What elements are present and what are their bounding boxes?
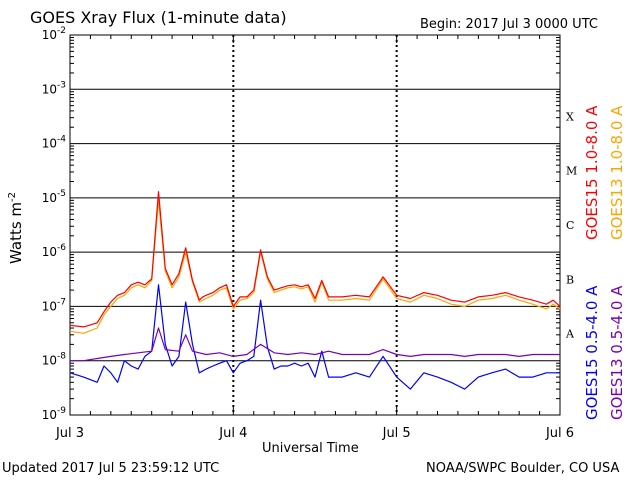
y-tick-label: 10-8 <box>42 352 67 368</box>
x-axis-label: Universal Time <box>262 441 359 456</box>
updated-label: Updated 2017 Jul 5 23:59:12 UTC <box>2 461 220 476</box>
y-tick-label: 10-7 <box>42 297 66 313</box>
y-tick-label: 10-9 <box>42 406 67 422</box>
y-tick-label: 10-4 <box>42 135 67 151</box>
y-tick-label: 10-3 <box>42 80 66 96</box>
series-line-2 <box>69 284 560 390</box>
y-axis-label: Watts m-2 <box>7 191 25 264</box>
y-tick-label: 10-2 <box>42 26 66 42</box>
legend-goes13-short: GOES13 0.5-4.0 A <box>608 285 626 420</box>
y-tick-label: 10-6 <box>42 243 67 259</box>
x-tick-label: Jul 3 <box>55 426 84 441</box>
x-tick-label: Jul 5 <box>382 426 411 441</box>
y-axis-label-text: Watts m <box>7 201 25 264</box>
legend-goes15-long: GOES15 1.0-8.0 A <box>583 105 601 240</box>
legend-goes15-short: GOES15 0.5-4.0 A <box>583 285 601 420</box>
flare-class-label: A <box>565 328 575 341</box>
series-line-1 <box>69 199 561 334</box>
begin-label: Begin: 2017 Jul 3 0000 UTC <box>420 17 598 32</box>
series-line-0 <box>69 191 561 328</box>
chart-title: GOES Xray Flux (1-minute data) <box>30 8 287 27</box>
legend-goes13-long: GOES13 1.0-8.0 A <box>608 105 626 240</box>
credit-label: NOAA/SWPC Boulder, CO USA <box>426 461 620 476</box>
flare-class-label: M <box>566 165 577 178</box>
flare-class-label: B <box>566 273 574 286</box>
flare-class-label: X <box>566 110 574 123</box>
flare-class-label: C <box>566 219 574 232</box>
y-tick-label: 10-5 <box>42 189 66 205</box>
series-line-3 <box>70 327 560 362</box>
x-tick-label: Jul 4 <box>218 426 247 441</box>
x-tick-label: Jul 6 <box>545 426 574 441</box>
y-axis-label-sup: -2 <box>7 191 18 202</box>
